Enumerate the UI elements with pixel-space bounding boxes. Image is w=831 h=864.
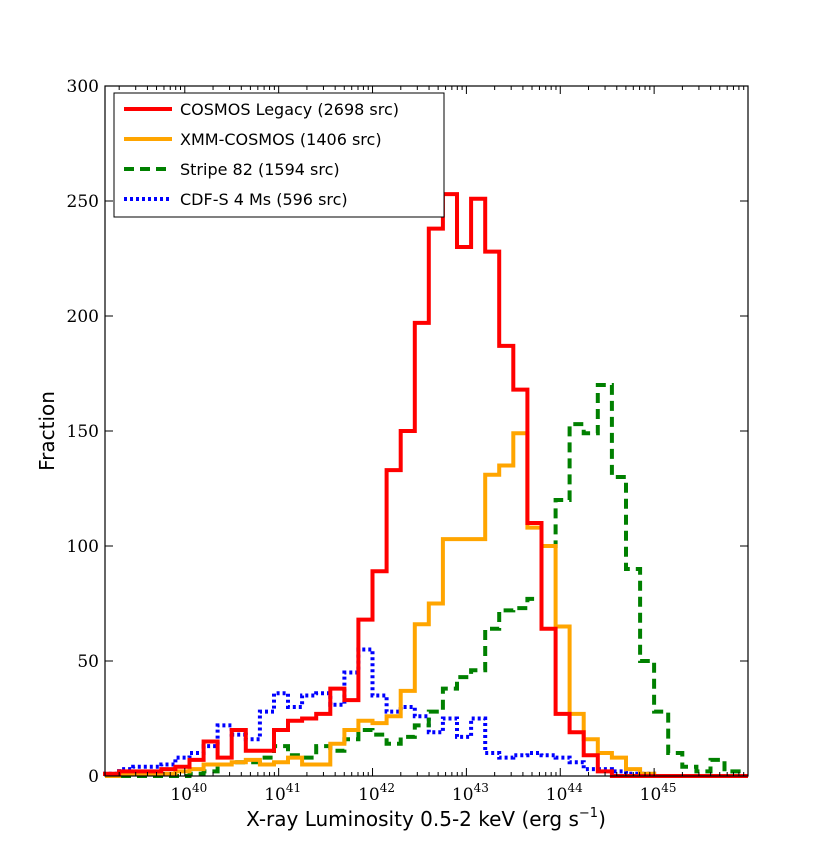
y-tick-label: 300 [67,77,99,97]
x-axis-label: X-ray Luminosity 0.5-2 keV (erg s−1) [246,806,606,831]
y-axis: 0 50 100 150 200 250 300 [67,77,748,787]
legend-label: Stripe 82 (1594 src) [180,160,340,179]
x-tick-label: 1041 [264,781,301,805]
legend-entries: COSMOS Legacy (2698 src) XMM-COSMOS (1406… [124,100,399,209]
series-line-xmm-cosmos [105,431,748,778]
y-tick-label: 50 [77,652,99,672]
x-tick-label: 1043 [452,781,489,805]
legend-label: COSMOS Legacy (2698 src) [180,100,399,119]
y-tick-label: 100 [67,537,99,557]
y-tick-label: 0 [88,767,99,787]
legend-box [113,92,445,218]
x-axis: 1040 1041 1042 1043 1044 1045 [118,86,745,805]
x-tick-label: 1040 [170,781,207,805]
legend-label: CDF-S 4 Ms (596 src) [180,190,348,209]
series-line-cosmos-legacy [103,192,748,778]
x-tick-label: 1045 [640,781,677,805]
legend-label: XMM-COSMOS (1406 src) [180,130,382,149]
y-tick-label: 200 [67,307,99,327]
y-tick-label: 150 [67,422,99,442]
series-layer [103,192,748,778]
y-axis-label: Fraction [35,391,59,471]
x-tick-label: 1044 [546,781,583,805]
y-tick-label: 250 [67,192,99,212]
x-tick-label: 1042 [358,781,395,805]
legend: COSMOS Legacy (2698 src) XMM-COSMOS (1406… [113,92,445,218]
